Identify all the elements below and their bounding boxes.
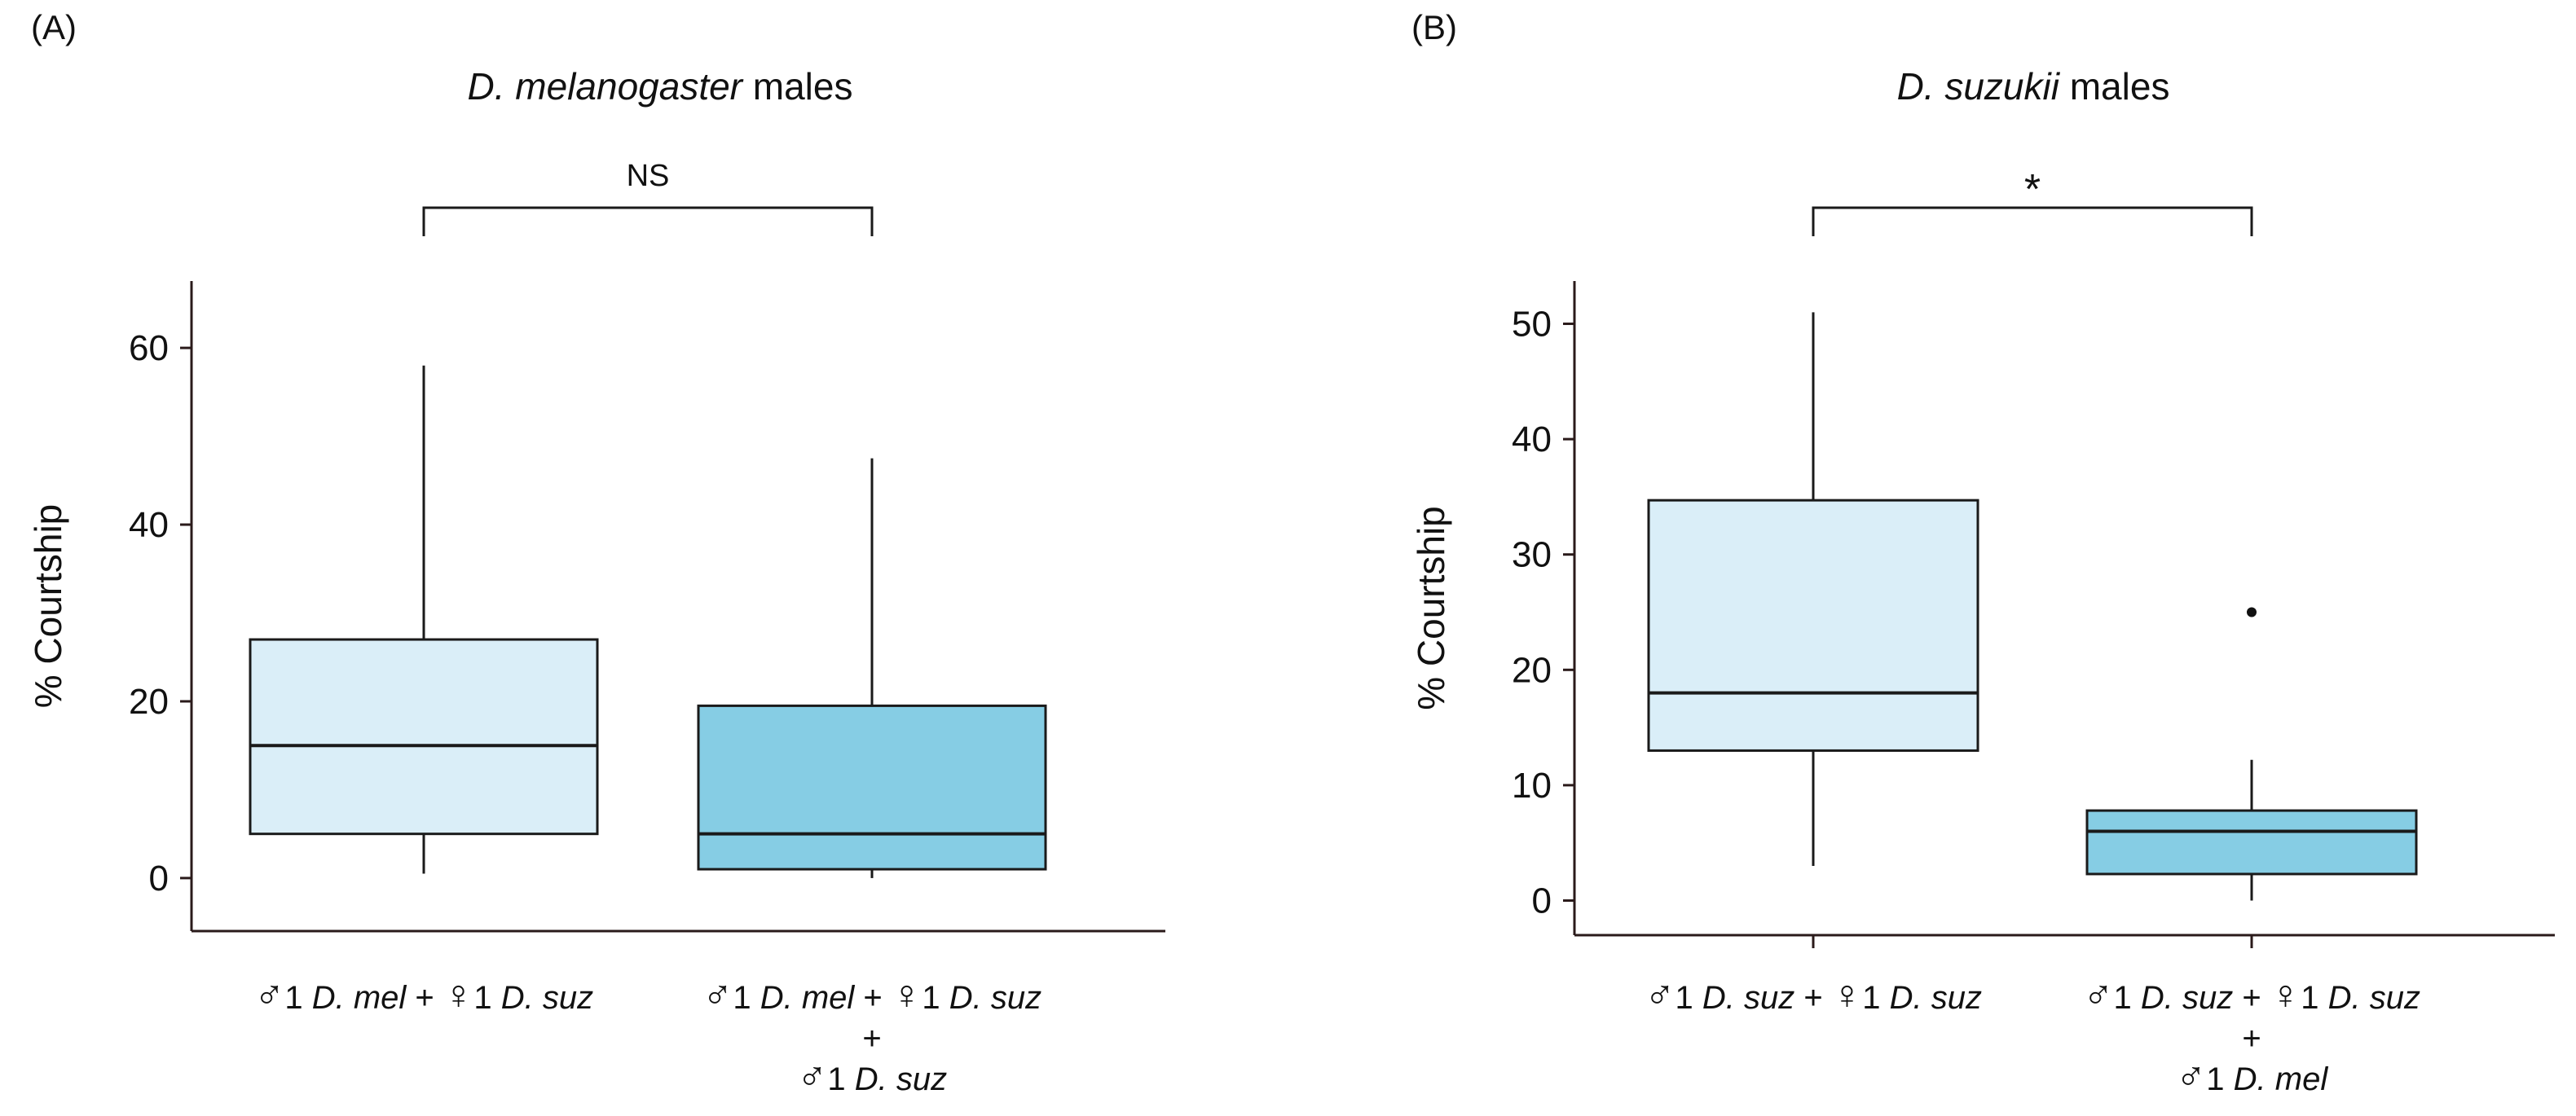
- title-rest: males: [742, 65, 852, 108]
- male-symbol-icon: ♂: [797, 1053, 828, 1099]
- category-label-segment: 1: [2206, 1061, 2233, 1097]
- y-tick-label: 10: [1512, 766, 1552, 806]
- category-label-segment: +: [1794, 980, 1832, 1016]
- y-tick-label: 40: [129, 505, 169, 545]
- male-symbol-icon: ♂: [1645, 972, 1676, 1017]
- y-tick-label: 20: [129, 682, 169, 722]
- category-label-segment: D. suz: [2141, 980, 2233, 1016]
- y-tick-label: 40: [1512, 420, 1552, 459]
- category-label-segment: D. mel: [760, 980, 856, 1016]
- category-label-line: ♂1 D. suz + ♀1 D. suz: [2083, 972, 2420, 1017]
- category-label-segment: 1: [284, 980, 311, 1016]
- significance-label: NS: [627, 159, 670, 193]
- category-label-segment: D. suz: [1890, 980, 1982, 1016]
- category-label-segment: D. mel: [312, 980, 407, 1016]
- category-label-segment: 1: [827, 1061, 854, 1097]
- category-label-line: ♂1 D. mel + ♀1 D. suz: [702, 972, 1041, 1017]
- box-group-1: ♂1 D. suz + ♀1 D. suz: [1645, 312, 1982, 1017]
- category-label-line: +: [2242, 1021, 2261, 1057]
- title-rest: males: [2059, 65, 2169, 108]
- chart-title: D. melanogaster males: [468, 65, 853, 108]
- category-label-line: ♂1 D. mel + ♀1 D. suz: [254, 972, 593, 1017]
- outlier-point: [2247, 607, 2257, 617]
- title-species: D. melanogaster: [468, 65, 744, 108]
- category-label-line: ♂1 D. suz + ♀1 D. suz: [1645, 972, 1982, 1017]
- category-label-segment: 1: [2301, 980, 2327, 1016]
- y-axis-label: % Courtship: [27, 504, 69, 709]
- category-label-segment: +: [406, 980, 443, 1016]
- category-label-segment: +: [2233, 980, 2270, 1016]
- panel-b: (B) D. suzukii males 0 10 20 30 40 50 % Courtshi…: [1410, 8, 2555, 1099]
- female-symbol-icon: ♀: [443, 972, 474, 1017]
- significance-bracket: [422, 206, 874, 236]
- y-tick-label: 30: [1512, 535, 1552, 575]
- panel-label: (B): [1411, 8, 1457, 46]
- category-label-line: ♂1 D. suz: [797, 1053, 947, 1099]
- chart-title: D. suzukii males: [1897, 65, 2170, 108]
- male-symbol-icon: ♂: [2083, 972, 2114, 1017]
- y-tick-label: 0: [149, 859, 169, 899]
- y-tick-label: 50: [1512, 304, 1552, 344]
- title-species: D. suzukii: [1897, 65, 2061, 108]
- category-label-line: ♂1 D. mel: [2176, 1053, 2329, 1099]
- category-label-segment: 1: [922, 980, 949, 1016]
- significance-label: *: [2024, 166, 2041, 213]
- significance-bracket: [1812, 206, 2253, 236]
- category-label-segment: D. suz: [501, 980, 593, 1016]
- category-label-segment: +: [2242, 1021, 2261, 1057]
- female-symbol-icon: ♀: [892, 972, 923, 1017]
- category-label-segment: 1: [1675, 980, 1702, 1016]
- male-symbol-icon: ♂: [2176, 1053, 2207, 1099]
- category-label-segment: D. suz: [855, 1061, 947, 1097]
- y-tick-label: 0: [1532, 881, 1552, 921]
- category-label-segment: D. suz: [2328, 980, 2420, 1016]
- y-tick-label: 60: [129, 328, 169, 368]
- box-group-1: ♂1 D. mel + ♀1 D. suz: [249, 365, 599, 1017]
- box: [1647, 499, 1979, 752]
- category-label-segment: +: [862, 1021, 881, 1057]
- panel-a: (A) D. melanogaster males 0 20 40 60 % Courtsh…: [27, 8, 1165, 1099]
- y-axis-label: % Courtship: [1410, 506, 1452, 710]
- box: [249, 638, 599, 836]
- category-label-segment: D. suz: [949, 980, 1041, 1016]
- category-label-segment: D. suz: [1702, 980, 1794, 1016]
- category-label-segment: 1: [2113, 980, 2140, 1016]
- male-symbol-icon: ♂: [254, 972, 285, 1017]
- category-label-segment: 1: [473, 980, 500, 1016]
- category-label-line: +: [862, 1021, 881, 1057]
- box: [2085, 809, 2418, 876]
- box-group-2: ♂1 D. suz + ♀1 D. suz+♂1 D. mel: [2083, 607, 2420, 1099]
- female-symbol-icon: ♀: [1832, 972, 1863, 1017]
- y-tick-label: 20: [1512, 650, 1552, 690]
- category-label-segment: 1: [733, 980, 760, 1016]
- panel-label: (A): [31, 8, 77, 46]
- category-label-segment: +: [854, 980, 892, 1016]
- box: [697, 704, 1047, 871]
- category-label-segment: D. mel: [2234, 1061, 2329, 1097]
- box-group-2: ♂1 D. mel + ♀1 D. suz+♂1 D. suz: [697, 458, 1047, 1099]
- female-symbol-icon: ♀: [2270, 972, 2301, 1017]
- category-label-segment: 1: [1862, 980, 1889, 1016]
- male-symbol-icon: ♂: [702, 972, 733, 1017]
